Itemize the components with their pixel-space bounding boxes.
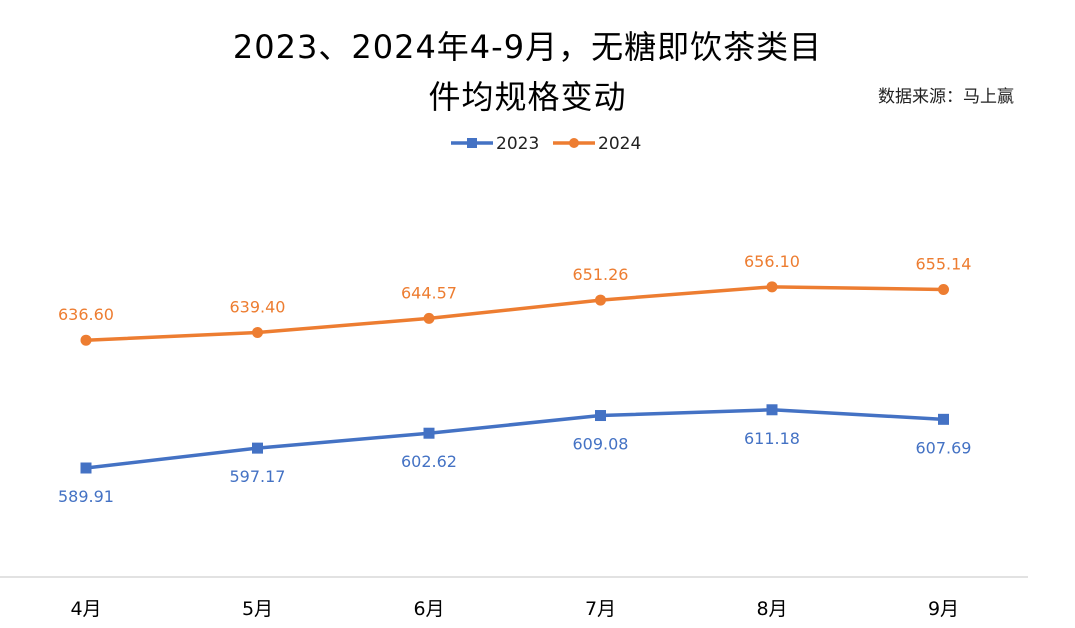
series-markers <box>80 281 949 474</box>
data-label-2023: 609.08 <box>573 435 629 454</box>
x-tick-label: 8月 <box>756 598 787 620</box>
data-point-2024 <box>595 294 606 306</box>
x-axis-ticks: 4月 5月 6月 7月 8月 9月 <box>70 598 959 620</box>
data-point-2023 <box>595 410 606 422</box>
data-label-2023: 611.18 <box>744 429 800 448</box>
data-point-2024 <box>80 334 92 346</box>
data-label-2024: 636.60 <box>58 305 114 324</box>
legend-square-marker <box>467 138 477 148</box>
series-line-2024 <box>85 285 944 342</box>
x-tick-label: 6月 <box>413 598 444 620</box>
legend: 2023 2024 <box>451 134 641 154</box>
data-label-2023: 602.62 <box>401 452 457 471</box>
data-label-2024: 651.26 <box>573 265 629 284</box>
data-label-2023: 597.17 <box>230 467 286 486</box>
legend-label: 2023 <box>496 134 539 154</box>
legend-label: 2024 <box>598 134 641 154</box>
data-point-2024 <box>423 312 435 324</box>
data-point-2023 <box>938 413 949 425</box>
data-point-2023 <box>252 442 263 454</box>
x-tick-label: 4月 <box>70 598 101 620</box>
legend-circle-marker <box>569 138 579 148</box>
data-point-2023 <box>766 404 778 416</box>
data-point-2023 <box>80 462 92 474</box>
series-line-2023 <box>85 408 944 470</box>
data-label-2024: 644.57 <box>401 283 457 302</box>
x-tick-label: 5月 <box>242 598 273 620</box>
data-label-2023: 589.91 <box>58 487 114 506</box>
data-label-2024: 639.40 <box>230 298 286 317</box>
x-tick-label: 7月 <box>585 598 616 620</box>
chart-title-line2: 件均规格变动 <box>428 78 627 116</box>
data-label-2024: 655.14 <box>916 254 972 273</box>
data-labels: 589.91 597.17 602.62 609.08 611.18 607.69 636.… <box>58 252 971 506</box>
data-label-2023: 607.69 <box>916 438 972 457</box>
x-tick-label: 9月 <box>928 598 959 620</box>
data-point-2024 <box>252 327 263 339</box>
data-point-2024 <box>766 281 778 293</box>
data-point-2023 <box>423 427 435 439</box>
chart-title-line1: 2023、2024年4-9月，无糖即饮茶类目 <box>232 28 823 66</box>
data-label-2024: 656.10 <box>744 252 800 271</box>
series-lines <box>85 285 944 470</box>
data-source-note: 数据来源：马上赢 <box>878 87 1014 107</box>
data-point-2024 <box>938 283 949 295</box>
